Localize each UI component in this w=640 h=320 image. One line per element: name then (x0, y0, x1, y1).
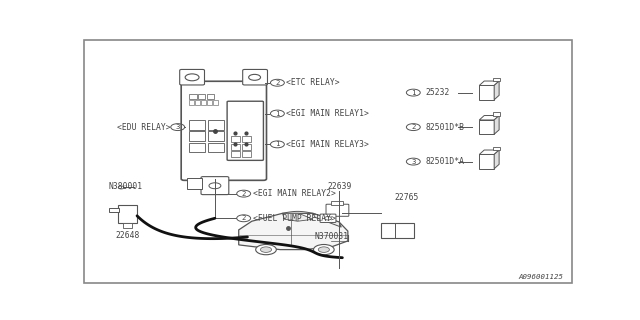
FancyBboxPatch shape (201, 177, 229, 195)
Text: <EGI MAIN RELAY3>: <EGI MAIN RELAY3> (286, 140, 369, 149)
Polygon shape (494, 150, 499, 169)
Text: <EGI MAIN RELAY2>: <EGI MAIN RELAY2> (253, 189, 335, 198)
Bar (479, 155, 494, 169)
Bar (208, 143, 224, 152)
Bar (479, 120, 494, 134)
FancyBboxPatch shape (326, 204, 349, 216)
Polygon shape (479, 116, 499, 120)
Text: 2: 2 (241, 191, 246, 196)
Text: 22765: 22765 (394, 193, 419, 202)
Text: 22648: 22648 (116, 231, 140, 240)
Text: 2: 2 (411, 124, 415, 130)
Polygon shape (239, 213, 348, 250)
Polygon shape (282, 213, 313, 221)
Polygon shape (479, 81, 499, 85)
Bar (207, 94, 214, 99)
Bar (207, 100, 212, 105)
Bar (493, 78, 500, 81)
Text: N370031: N370031 (315, 232, 349, 241)
Bar (123, 223, 132, 228)
Bar (195, 100, 200, 105)
Bar (381, 223, 413, 238)
Text: N380001: N380001 (108, 182, 142, 191)
Polygon shape (313, 213, 341, 227)
Bar (109, 208, 119, 212)
Bar (242, 151, 251, 157)
Bar (198, 94, 205, 99)
Text: 25232: 25232 (425, 88, 449, 97)
Bar (189, 143, 205, 152)
Text: 2: 2 (275, 80, 280, 86)
Circle shape (256, 244, 276, 255)
Circle shape (314, 244, 334, 255)
Text: 1: 1 (275, 141, 280, 147)
Bar (479, 85, 494, 100)
Text: 22639: 22639 (327, 182, 351, 191)
Polygon shape (494, 81, 499, 100)
Bar (208, 132, 224, 141)
Text: A096001125: A096001125 (518, 274, 564, 280)
Text: <EGI MAIN RELAY1>: <EGI MAIN RELAY1> (286, 109, 369, 118)
Text: 82501D*B: 82501D*B (425, 123, 464, 132)
Bar (201, 100, 206, 105)
Polygon shape (494, 116, 499, 134)
Text: <ETC RELAY>: <ETC RELAY> (286, 78, 339, 87)
Bar (231, 151, 240, 157)
Bar (493, 112, 500, 116)
FancyBboxPatch shape (181, 81, 266, 180)
Text: 1: 1 (411, 90, 415, 96)
FancyBboxPatch shape (227, 101, 264, 160)
Bar (231, 144, 240, 150)
Bar (208, 120, 224, 130)
Bar (213, 100, 218, 105)
Bar (189, 120, 205, 130)
Bar (187, 178, 202, 189)
FancyBboxPatch shape (180, 69, 205, 85)
Text: <FUEL PUMP RELAY>: <FUEL PUMP RELAY> (253, 214, 335, 223)
Bar (189, 100, 194, 105)
Circle shape (318, 247, 330, 252)
Text: <EDU RELAY>: <EDU RELAY> (116, 123, 170, 132)
Text: 3: 3 (175, 124, 180, 130)
Text: 82501D*A: 82501D*A (425, 157, 464, 166)
Bar (242, 136, 251, 142)
Text: 1: 1 (275, 110, 280, 116)
Bar (242, 144, 251, 150)
FancyBboxPatch shape (320, 214, 336, 222)
Text: 3: 3 (411, 159, 415, 164)
Bar (189, 132, 205, 141)
Bar (189, 94, 196, 99)
FancyBboxPatch shape (243, 69, 268, 85)
Bar (493, 147, 500, 150)
Circle shape (260, 247, 271, 252)
Polygon shape (479, 150, 499, 155)
Bar (231, 136, 240, 142)
Bar (331, 201, 344, 205)
Bar (118, 205, 137, 223)
Text: 2: 2 (241, 215, 246, 221)
